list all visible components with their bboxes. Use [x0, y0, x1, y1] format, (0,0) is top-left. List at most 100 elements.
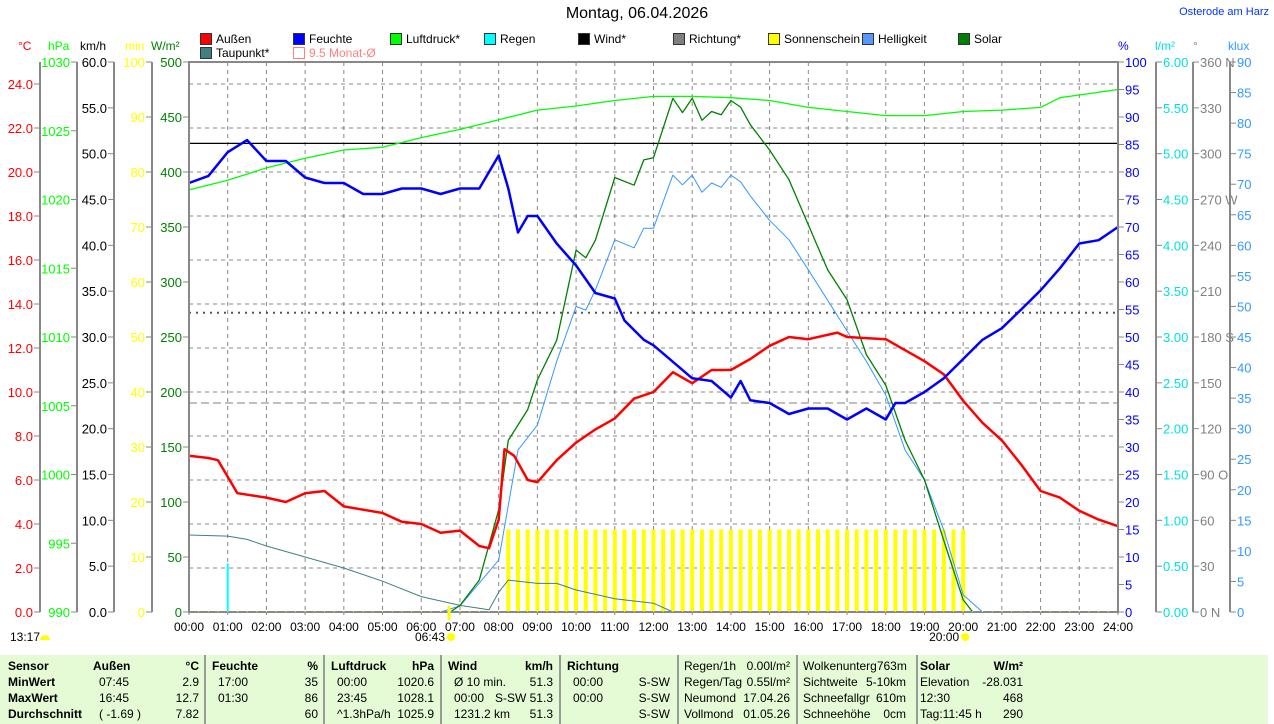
axis-label-dir: 240 — [1200, 238, 1222, 253]
x-minor-tick — [265, 611, 267, 612]
cell-value: 60 — [304, 707, 318, 721]
x-minor-tick — [923, 611, 925, 612]
axis-label-wind: 15.0 — [82, 468, 107, 483]
x-minor-tick — [904, 611, 906, 612]
legend-label: 9.5 Monat-Ø — [309, 46, 376, 60]
x-minor-tick — [643, 611, 645, 612]
sunshine-bar — [922, 529, 927, 612]
sunshine-bar — [757, 529, 762, 612]
cell-label: 07:45 — [99, 675, 130, 689]
x-minor-tick — [575, 611, 577, 612]
axis-label-temp: 22.0 — [8, 121, 33, 136]
x-minor-tick — [362, 611, 364, 612]
column-separator — [559, 655, 561, 724]
x-minor-tick — [672, 611, 674, 612]
x-minor-tick — [401, 611, 403, 612]
sunshine-bar — [641, 529, 646, 612]
cell-value: hPa — [411, 659, 434, 673]
x-tick-label: 02:00 — [251, 620, 281, 634]
cell-value: 468 — [1002, 691, 1023, 705]
axis-label-lux: 25 — [1237, 452, 1251, 467]
cell-label: Schneehöhe — [803, 707, 871, 721]
x-minor-tick — [236, 611, 238, 612]
axis-label-hum: 15 — [1125, 523, 1139, 538]
cell-value: W/m² — [993, 659, 1023, 673]
x-tick-label: 22:00 — [1026, 620, 1056, 634]
axis-label-sun: 70 — [131, 220, 145, 235]
x-minor-tick — [623, 611, 625, 612]
x-minor-tick — [556, 611, 558, 612]
x-minor-tick — [391, 611, 393, 612]
cell-label: Neumond — [684, 691, 737, 705]
legend-item: Taupunkt* — [200, 46, 269, 60]
x-minor-tick — [769, 611, 771, 612]
x-minor-tick — [207, 611, 209, 612]
x-tick-label: 06:00 — [406, 620, 436, 634]
cell-label: Wind — [448, 659, 478, 673]
legend-label: Richtung* — [689, 32, 742, 46]
x-minor-tick — [323, 611, 325, 612]
table-row: Regen/Tag 0.55l/m² — [684, 674, 790, 690]
cell-value: 12.7 — [175, 691, 199, 705]
sunshine-bar — [816, 529, 821, 612]
axis-label-solar: 500 — [160, 55, 182, 70]
x-tick-label: 10:00 — [561, 620, 591, 634]
axis-label-rain: 4.50 — [1163, 193, 1188, 208]
cell-value: S-SW 51.3 — [494, 691, 553, 705]
cell-value: 0cm — [883, 707, 906, 721]
x-minor-tick — [411, 611, 413, 612]
sunshine-bar — [806, 529, 811, 612]
table-row: 00:00 1020.6 — [331, 674, 434, 690]
x-minor-tick — [711, 611, 713, 612]
table-row: MinWert — [8, 674, 88, 690]
cell-label: Vollmond — [684, 707, 734, 721]
sunshine-bar — [680, 529, 685, 612]
axis-label-hum: 35 — [1125, 413, 1139, 428]
table-row: 17:00 35 — [212, 674, 318, 690]
axis-label-lux: 85 — [1237, 86, 1251, 101]
legend-swatch — [768, 33, 780, 45]
table-column: Solar W/m² Elevation -28.031 12:30 468 Tag:11:… — [920, 658, 1023, 722]
legend-label: Taupunkt* — [216, 46, 270, 60]
x-minor-tick — [517, 611, 519, 612]
cell-label — [212, 706, 218, 722]
axis-label-lux: 30 — [1237, 422, 1251, 437]
table-column: Feuchte% 17:00 35 01:30 86 60 — [212, 658, 318, 722]
x-minor-tick — [759, 611, 761, 612]
cell-label: Ø 10 min. — [454, 675, 507, 689]
cell-value: 51.3 — [529, 707, 553, 721]
cell-label: 00:00 — [454, 691, 485, 705]
axis-label-lux: 60 — [1237, 238, 1251, 253]
axis-label-solar: 450 — [160, 110, 182, 125]
x-minor-tick — [382, 611, 384, 612]
sunshine-bar — [719, 529, 724, 612]
axis-title-rain: l/m² — [1155, 39, 1175, 53]
table-row: ^1.3hPa/h 1025.9 — [331, 706, 434, 722]
legend-item: Wind* — [578, 32, 626, 46]
cell-value: % — [307, 659, 318, 673]
x-minor-tick — [701, 611, 703, 612]
cell-value: °C — [185, 659, 199, 673]
axis-label-hum: 65 — [1125, 248, 1139, 263]
legend-item: Außen — [200, 32, 251, 46]
cell-value: 610m — [875, 691, 906, 705]
axis-label-press: 1030 — [41, 55, 70, 70]
sunshine-bar — [874, 529, 879, 612]
axis-label-wind: 10.0 — [82, 513, 107, 528]
axis-label-hum: 25 — [1125, 468, 1139, 483]
table-row: Sichtweite 5-10km — [803, 674, 906, 690]
axis-label-sun: 20 — [131, 495, 145, 510]
x-minor-tick — [507, 611, 509, 612]
legend-item: Sonnenschein — [768, 32, 860, 46]
x-minor-tick — [314, 611, 316, 612]
sunshine-bar — [903, 529, 908, 612]
x-minor-tick — [807, 611, 809, 612]
x-minor-tick — [865, 611, 867, 612]
x-minor-tick — [604, 611, 606, 612]
legend-swatch — [862, 33, 874, 45]
axis-label-press: 1005 — [41, 399, 70, 414]
axis-label-solar: 0 — [175, 605, 182, 620]
axis-label-lux: 35 — [1237, 391, 1251, 406]
axis-label-hum: 90 — [1125, 110, 1139, 125]
x-minor-tick — [372, 611, 374, 612]
